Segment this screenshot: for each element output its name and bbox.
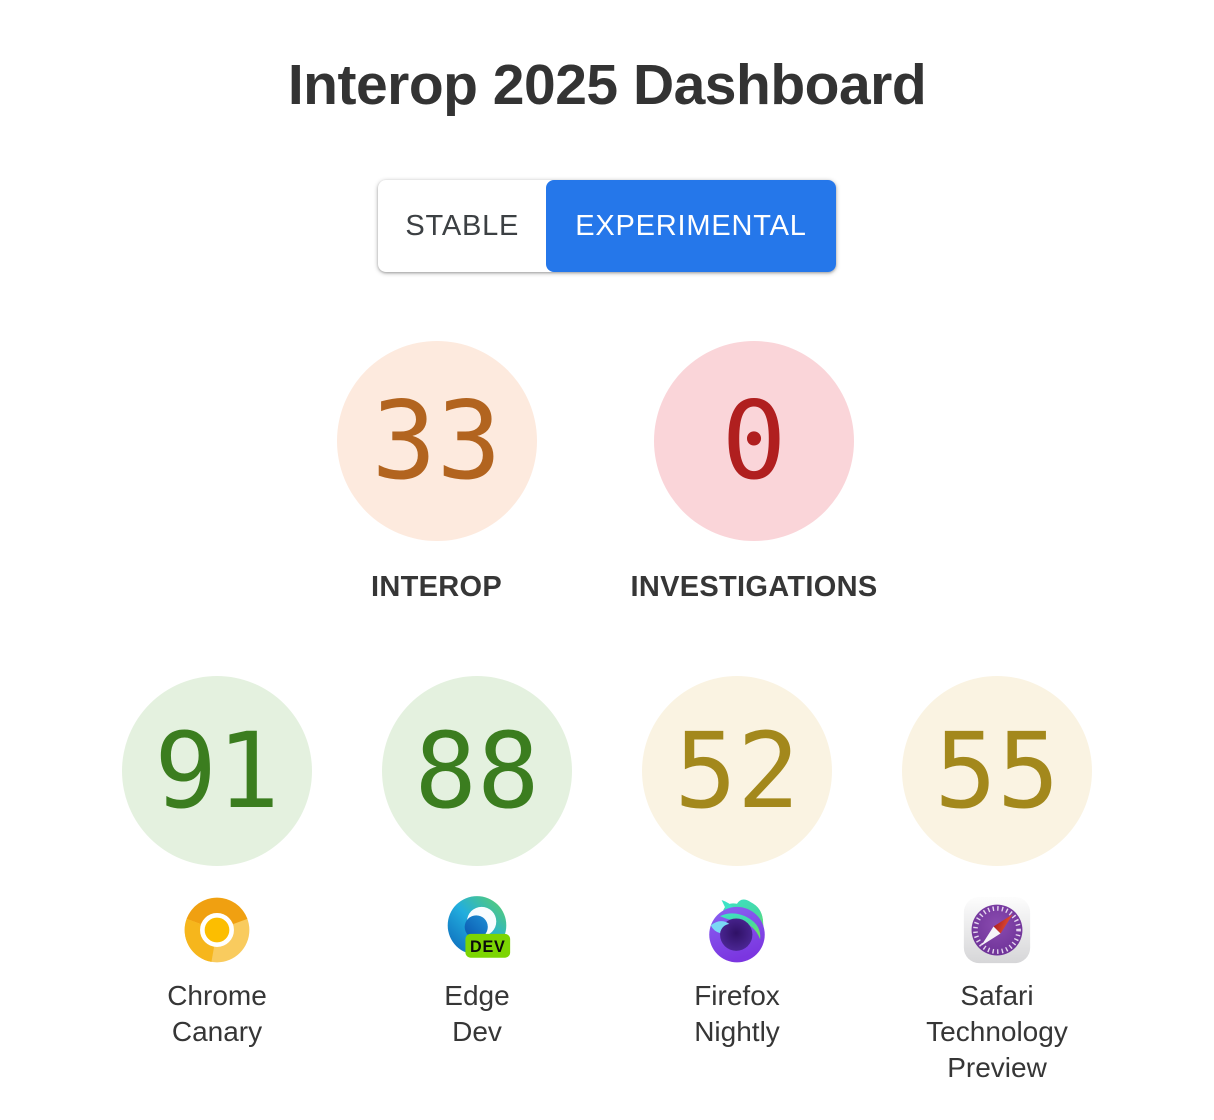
edge-dev-icon: DEV bbox=[440, 893, 514, 967]
interop-score-label: INTEROP bbox=[371, 571, 503, 603]
edge-dev-badge: DEV bbox=[470, 938, 506, 956]
firefox-nightly-label: Firefox Nightly bbox=[694, 980, 780, 1047]
edge-dev-label: Edge Dev bbox=[444, 980, 510, 1047]
browser-scores-row: 91 Chrome Canary 88 bbox=[0, 676, 1214, 1086]
interop-score-circle: 33 bbox=[336, 341, 537, 541]
safari-technology-preview-icon bbox=[960, 893, 1034, 967]
investigations-score-column: 0 INVESTIGATIONS bbox=[631, 341, 878, 604]
firefox-nightly-icon bbox=[700, 893, 774, 967]
experimental-tab-button[interactable]: EXPERIMENTAL bbox=[546, 180, 836, 272]
channel-toggle-wrap: STABLE EXPERIMENTAL bbox=[0, 180, 1214, 272]
firefox-nightly-score-circle: 52 bbox=[642, 676, 832, 866]
summary-scores-row: 33 INTEROP 0 INVESTIGATIONS bbox=[0, 341, 1214, 604]
browser-column-chrome-canary: 91 Chrome Canary bbox=[122, 676, 312, 1086]
channel-toggle: STABLE EXPERIMENTAL bbox=[378, 180, 836, 272]
chrome-canary-icon bbox=[180, 893, 254, 967]
chrome-canary-score-circle: 91 bbox=[122, 676, 312, 866]
edge-dev-score-circle: 88 bbox=[382, 676, 572, 866]
safari-technology-preview-label: Safari Technology Preview bbox=[926, 980, 1068, 1083]
browser-column-firefox-nightly: 52 bbox=[642, 676, 832, 1086]
page-title: Interop 2025 Dashboard bbox=[287, 53, 927, 117]
investigations-score-circle: 0 bbox=[654, 341, 854, 541]
safari-technology-preview-score-circle: 55 bbox=[902, 676, 1092, 866]
interop-score-column: 33 INTEROP bbox=[336, 341, 537, 604]
browser-column-safari-technology-preview: 55 bbox=[902, 676, 1092, 1086]
stable-tab-button[interactable]: STABLE bbox=[378, 180, 546, 272]
browser-column-edge-dev: 88 DEV bbox=[382, 676, 572, 1086]
chrome-canary-label: Chrome Canary bbox=[167, 980, 267, 1047]
investigations-score-label: INVESTIGATIONS bbox=[630, 571, 878, 603]
